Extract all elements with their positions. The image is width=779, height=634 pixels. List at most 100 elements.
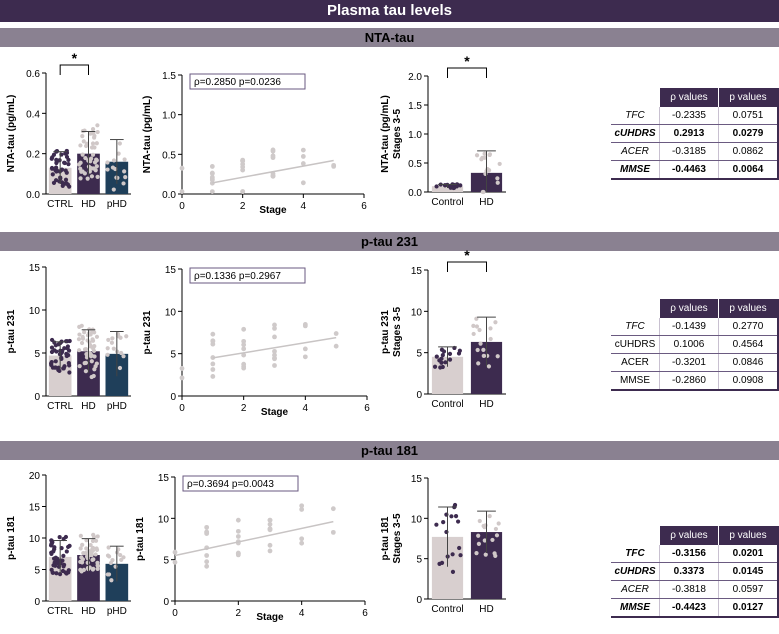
data-point — [439, 356, 444, 361]
data-point — [496, 521, 501, 526]
data-point — [474, 316, 479, 321]
significance-bracket — [59, 64, 89, 75]
y-tick-label: 5 — [163, 556, 169, 567]
data-point — [89, 166, 94, 171]
data-point — [50, 570, 56, 575]
col-rho: ρ values — [659, 299, 719, 318]
data-point — [65, 182, 71, 187]
data-point — [241, 326, 247, 332]
data-point — [55, 560, 60, 566]
data-point — [85, 560, 90, 565]
x-tick-label: 6 — [362, 608, 368, 619]
x-tick-label: 4 — [299, 608, 305, 619]
data-point — [90, 538, 96, 544]
data-point — [267, 527, 273, 533]
y-axis-label: Stages 3-5 — [392, 109, 403, 159]
data-point — [179, 189, 185, 195]
data-point — [105, 346, 110, 351]
data-point — [67, 338, 72, 344]
regression-line — [174, 520, 334, 557]
data-point — [440, 353, 445, 358]
data-point — [64, 339, 69, 344]
data-point — [83, 155, 88, 161]
data-point — [210, 331, 216, 337]
x-tick-label: 4 — [303, 403, 309, 414]
y-tick-label: 5 — [416, 555, 422, 566]
data-point — [111, 346, 116, 351]
data-point — [61, 553, 66, 558]
data-point — [49, 542, 54, 547]
data-point — [272, 322, 277, 328]
col-p: p values — [717, 88, 778, 107]
data-point — [235, 517, 241, 523]
data-point — [302, 322, 308, 327]
data-point — [93, 538, 99, 543]
data-point — [54, 571, 59, 576]
data-point — [210, 338, 216, 344]
col-p: p values — [717, 526, 778, 545]
data-point — [66, 162, 71, 167]
y-tick-label: 15 — [411, 266, 423, 277]
col-rho: ρ values — [659, 526, 719, 545]
data-point — [488, 336, 493, 342]
x-tick-label: HD — [479, 197, 493, 208]
data-point — [49, 337, 55, 343]
x-tick-label: HD — [479, 399, 493, 410]
y-axis-label: p-tau 231 — [6, 309, 17, 353]
data-point — [105, 352, 110, 357]
y-tick-label: 0.5 — [408, 159, 422, 170]
data-point — [490, 537, 495, 543]
x-tick-label: 6 — [364, 403, 370, 414]
data-point — [49, 165, 55, 171]
x-tick-label: 2 — [240, 201, 246, 212]
data-point — [333, 331, 339, 336]
x-tick-label: pHD — [107, 606, 127, 617]
table-row: cUHDRS 0.2913 0.0279 — [611, 124, 778, 143]
data-point — [85, 176, 90, 181]
bar-ctrl — [48, 556, 72, 601]
data-point — [209, 189, 215, 195]
data-point — [80, 152, 85, 157]
data-point — [64, 549, 69, 554]
data-point — [270, 153, 276, 159]
x-tick-label: CTRL — [47, 401, 74, 412]
y-axis-label: Stages 3-5 — [392, 513, 403, 563]
bar-phd — [105, 563, 129, 601]
x-tick-label: 0 — [179, 201, 185, 212]
data-point — [204, 529, 210, 535]
data-point — [85, 338, 90, 343]
data-point — [91, 373, 96, 379]
section-header-p-tau-231: p-tau 231 — [0, 232, 779, 251]
data-point — [88, 351, 93, 356]
y-tick-label: 15 — [29, 503, 41, 514]
data-point — [95, 129, 100, 135]
y-tick-label: 0 — [34, 597, 40, 608]
data-point — [434, 522, 439, 527]
data-point — [66, 157, 71, 162]
data-point — [60, 558, 65, 563]
data-point — [124, 334, 129, 339]
y-tick-label: 10 — [165, 307, 177, 318]
data-point — [88, 543, 93, 548]
data-point — [302, 354, 308, 360]
y-tick-label: 0 — [34, 392, 40, 403]
data-point — [299, 540, 305, 546]
y-tick-label: 15 — [29, 263, 41, 274]
data-point — [49, 538, 54, 543]
y-tick-label: 0.0 — [408, 188, 422, 199]
data-point — [78, 143, 83, 148]
data-point — [455, 519, 461, 524]
annotation-text: ρ=0.3694 p=0.0043 — [187, 479, 274, 490]
x-axis-label: Stage — [256, 612, 284, 623]
significance-marker: * — [464, 247, 470, 263]
data-point — [64, 353, 69, 359]
data-point — [300, 154, 306, 159]
annotation-box — [189, 267, 306, 284]
data-point — [90, 141, 96, 146]
data-point — [458, 553, 463, 558]
y-axis-label: NTA-tau (pg/mL) — [142, 96, 153, 174]
data-point — [450, 552, 455, 557]
data-point — [78, 559, 83, 564]
data-point — [110, 557, 115, 563]
data-point — [434, 354, 439, 359]
